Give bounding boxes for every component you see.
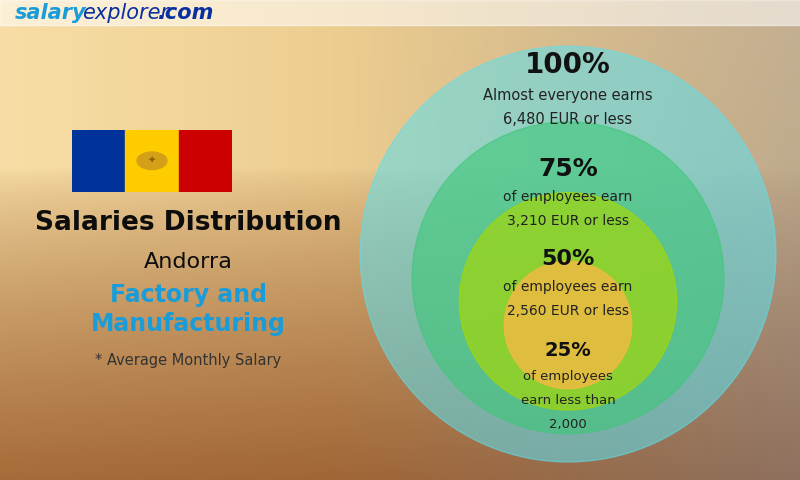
Bar	[126, 130, 178, 192]
Circle shape	[137, 152, 167, 169]
Text: ✦: ✦	[148, 156, 156, 166]
Text: salary: salary	[15, 3, 86, 23]
Text: Andorra: Andorra	[143, 252, 233, 272]
Text: 100%: 100%	[525, 51, 611, 79]
Text: of employees earn: of employees earn	[503, 280, 633, 294]
Text: * Average Monthly Salary: * Average Monthly Salary	[95, 353, 281, 369]
Text: 2,000: 2,000	[549, 418, 587, 431]
Circle shape	[360, 46, 776, 462]
Text: 2,560 EUR or less: 2,560 EUR or less	[507, 304, 629, 318]
Text: Factory and
Manufacturing: Factory and Manufacturing	[90, 283, 286, 336]
Bar	[72, 130, 126, 192]
Text: of employees: of employees	[523, 371, 613, 384]
Circle shape	[504, 261, 632, 389]
Text: Salaries Distribution: Salaries Distribution	[34, 210, 342, 236]
Circle shape	[459, 192, 677, 410]
Text: of employees earn: of employees earn	[503, 191, 633, 204]
Text: .com: .com	[157, 3, 214, 23]
Text: explorer: explorer	[82, 3, 169, 23]
Bar	[178, 130, 232, 192]
Text: 25%: 25%	[545, 341, 591, 360]
Text: Almost everyone earns: Almost everyone earns	[483, 88, 653, 103]
Text: 75%: 75%	[538, 157, 598, 181]
Text: 50%: 50%	[542, 249, 594, 269]
Text: 3,210 EUR or less: 3,210 EUR or less	[507, 214, 629, 228]
Text: earn less than: earn less than	[521, 394, 615, 407]
Circle shape	[412, 122, 724, 433]
Bar	[0, 0, 800, 25]
Text: 6,480 EUR or less: 6,480 EUR or less	[503, 112, 633, 127]
